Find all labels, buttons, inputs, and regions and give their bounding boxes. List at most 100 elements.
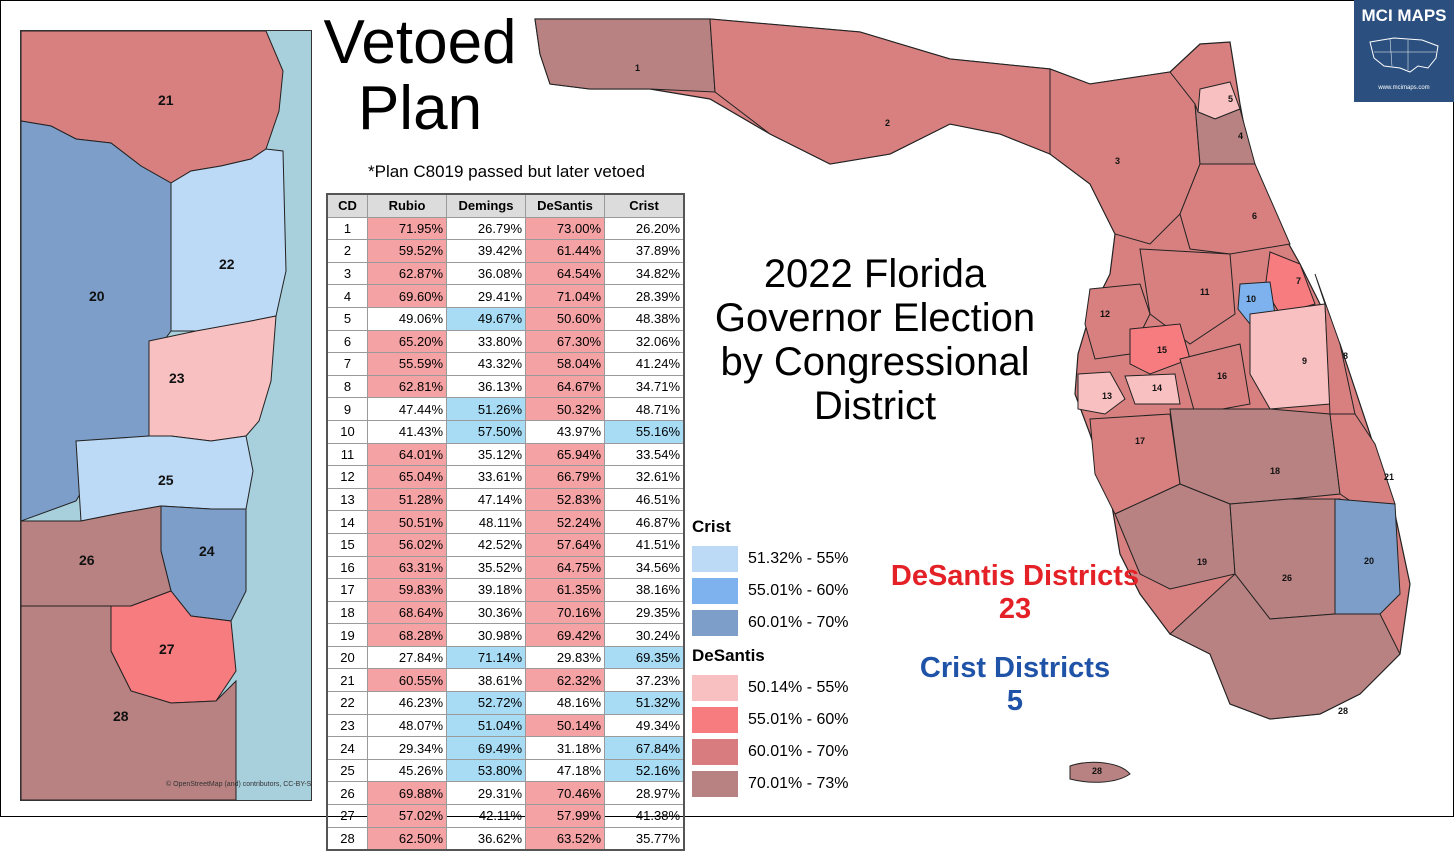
- table-body: 1 71.95% 26.79% 73.00% 26.20% 2 59.52% 39.42% 61…: [326, 216, 685, 851]
- cell-desantis: 47.18%: [525, 758, 605, 783]
- district-11[interactable]: [1139, 248, 1236, 345]
- map-label-6: 6: [1252, 211, 1257, 221]
- cell-desantis: 43.97%: [525, 419, 605, 444]
- cell-cd: 12: [326, 465, 368, 489]
- cell-cd: 10: [326, 419, 368, 444]
- cell-cd: 9: [326, 397, 368, 421]
- district-16[interactable]: [1179, 343, 1251, 415]
- cell-demings: 42.11%: [446, 804, 526, 828]
- cell-demings: 48.11%: [446, 510, 526, 534]
- district-20[interactable]: [1334, 498, 1401, 615]
- district-28[interactable]: [1169, 573, 1401, 720]
- map-label-2: 2: [885, 118, 890, 128]
- legend-swatch: [692, 578, 738, 604]
- cell-demings: 33.61%: [446, 465, 526, 489]
- cell-cd: 17: [326, 578, 368, 602]
- district-1[interactable]: [534, 18, 716, 93]
- cell-desantis: 31.18%: [525, 736, 605, 760]
- cell-desantis: 64.75%: [525, 555, 605, 580]
- cell-cd: 4: [326, 284, 368, 308]
- cell-rubio: 68.64%: [367, 600, 447, 625]
- cell-cd: 11: [326, 442, 368, 467]
- cell-cd: 23: [326, 713, 368, 738]
- cell-cd: 21: [326, 668, 368, 693]
- cell-crist: 35.77%: [604, 826, 685, 851]
- desantis-districts-count: DeSantis Districts 23: [860, 560, 1170, 626]
- inset-label-28: 28: [113, 708, 129, 724]
- cell-demings: 42.52%: [446, 532, 526, 557]
- table-row: 20 27.84% 71.14% 29.83% 69.35%: [326, 645, 685, 670]
- map-label-28: 28: [1338, 706, 1348, 716]
- legend-crist-bin-1: 51.32% - 55%: [692, 546, 849, 572]
- cell-demings: 26.79%: [446, 216, 526, 241]
- cell-cd: 2: [326, 239, 368, 263]
- vetoed-plan-title: Vetoed Plan: [323, 8, 517, 143]
- florida-map: 1 2 3 4 5 6 7 8 9 10 11 12 13 14 15 16 1…: [530, 14, 1454, 804]
- district-14[interactable]: [1124, 373, 1181, 405]
- district-13[interactable]: [1077, 371, 1126, 415]
- header-rubio: Rubio: [367, 193, 447, 218]
- cell-demings: 35.12%: [446, 442, 526, 467]
- cell-cd: 1: [326, 216, 368, 241]
- cell-desantis: 50.32%: [525, 397, 605, 421]
- district-9[interactable]: [1249, 303, 1331, 410]
- map-label-20: 20: [1364, 556, 1374, 566]
- district-21[interactable]: [1329, 413, 1396, 505]
- cell-rubio: 60.55%: [367, 668, 447, 693]
- table-row: 16 63.31% 35.52% 64.75% 34.56%: [326, 555, 685, 580]
- cell-rubio: 62.87%: [367, 261, 447, 286]
- cell-desantis: 70.46%: [525, 781, 605, 806]
- cell-rubio: 62.50%: [367, 826, 447, 851]
- map-label-17: 17: [1135, 436, 1145, 446]
- inset-label-24: 24: [199, 543, 215, 559]
- inset-district-22[interactable]: [170, 148, 287, 332]
- inset-district-28[interactable]: [21, 605, 237, 800]
- cell-cd: 15: [326, 532, 368, 557]
- cell-cd: 26: [326, 781, 368, 806]
- cell-crist: 46.87%: [604, 510, 685, 534]
- district-6[interactable]: [1179, 163, 1291, 255]
- cell-rubio: 45.26%: [367, 758, 447, 783]
- cell-rubio: 47.44%: [367, 397, 447, 421]
- cell-rubio: 65.20%: [367, 329, 447, 354]
- legend-desantis-bin-2: 55.01% - 60%: [692, 707, 849, 733]
- main-title-line-4: District: [813, 384, 937, 428]
- main-title-line-1: 2022 Florida: [763, 252, 987, 296]
- table-header-row: CD Rubio Demings DeSantis Crist: [326, 193, 685, 218]
- map-attribution: © OpenStreetMap (and) contributors, CC-B…: [166, 780, 311, 788]
- inset-district-26[interactable]: [21, 505, 172, 607]
- map-label-12: 12: [1100, 309, 1110, 319]
- cell-desantis: 64.54%: [525, 261, 605, 286]
- table-row: 18 68.64% 30.36% 70.16% 29.35%: [326, 600, 685, 625]
- cell-desantis: 52.24%: [525, 510, 605, 534]
- map-label-15: 15: [1157, 345, 1167, 355]
- map-label-14: 14: [1152, 383, 1162, 393]
- district-28-keys[interactable]: [1069, 761, 1131, 783]
- cell-demings: 35.52%: [446, 555, 526, 580]
- cell-desantis: 67.30%: [525, 329, 605, 354]
- map-label-10: 10: [1246, 294, 1256, 304]
- cell-desantis: 73.00%: [525, 216, 605, 241]
- cell-demings: 36.62%: [446, 826, 526, 851]
- cell-desantis: 29.83%: [525, 645, 605, 670]
- cell-demings: 39.18%: [446, 578, 526, 602]
- legend-crist-bin-3: 60.01% - 70%: [692, 610, 849, 636]
- cell-crist: 55.16%: [604, 419, 685, 444]
- district-15[interactable]: [1129, 323, 1191, 375]
- legend-label: 55.01% - 60%: [748, 711, 849, 728]
- legend-swatch: [692, 739, 738, 765]
- mci-maps-logo: MCI MAPS www.mcimaps.com: [1354, 0, 1454, 102]
- district-2[interactable]: [709, 18, 1051, 165]
- map-label-28-keys: 28: [1092, 766, 1102, 776]
- crist-districts-count: Crist Districts 5: [860, 652, 1170, 718]
- cell-demings: 29.31%: [446, 781, 526, 806]
- cell-desantis: 65.94%: [525, 442, 605, 467]
- cell-rubio: 68.28%: [367, 623, 447, 647]
- map-label-9: 9: [1302, 356, 1307, 366]
- cell-demings: 53.80%: [446, 758, 526, 783]
- cell-desantis: 71.04%: [525, 284, 605, 308]
- cell-crist: 41.51%: [604, 532, 685, 557]
- cell-cd: 16: [326, 555, 368, 580]
- cell-rubio: 69.60%: [367, 284, 447, 308]
- cell-cd: 14: [326, 510, 368, 534]
